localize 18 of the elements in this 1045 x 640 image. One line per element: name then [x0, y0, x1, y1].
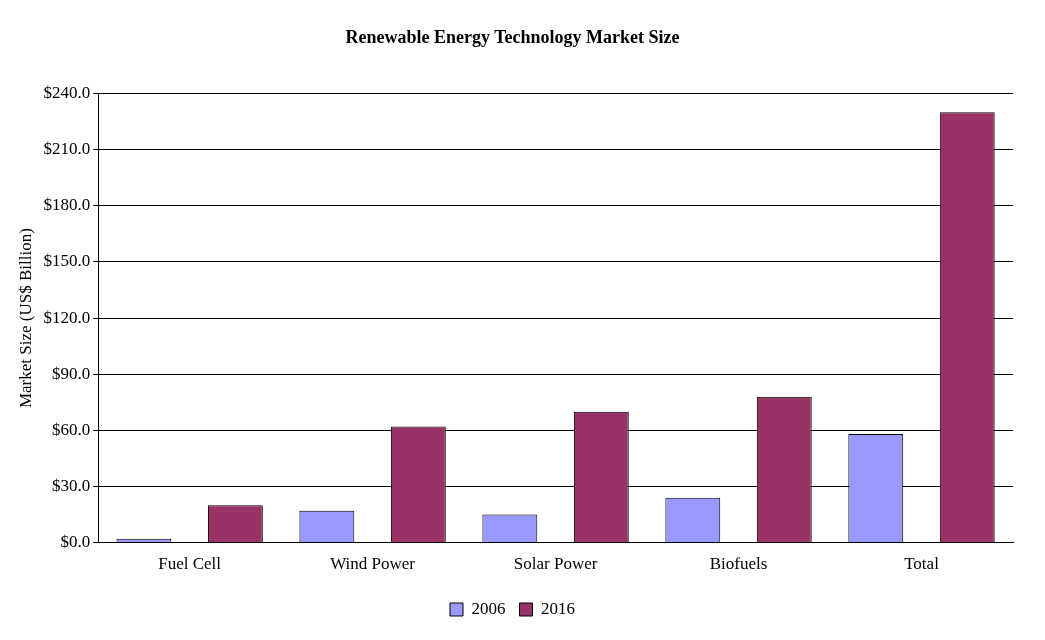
y-tick-label: $90.0: [51, 363, 91, 383]
chart-title: Renewable Energy Technology Market Size: [345, 27, 680, 48]
y-axis-title: Market Size (US$ Billion): [15, 228, 35, 409]
x-tick-label: Total: [904, 554, 940, 574]
legend-label: 2016: [541, 598, 575, 618]
y-tick-label: $210.0: [43, 139, 91, 159]
y-tick-label: $30.0: [51, 475, 91, 495]
y-tick-label: $120.0: [43, 307, 91, 327]
y-tick-label: $150.0: [43, 251, 91, 271]
y-tick-label: $0.0: [60, 532, 91, 552]
y-tick-label: $60.0: [51, 419, 91, 439]
y-tick-label: $180.0: [43, 195, 91, 215]
x-tick-label: Solar Power: [513, 554, 598, 574]
y-tick-label: $240.0: [43, 83, 91, 103]
x-tick-label: Fuel Cell: [158, 554, 222, 574]
x-tick-label: Wind Power: [330, 554, 416, 574]
x-tick-label: Biofuels: [709, 554, 768, 574]
legend-label: 2006: [471, 598, 506, 618]
